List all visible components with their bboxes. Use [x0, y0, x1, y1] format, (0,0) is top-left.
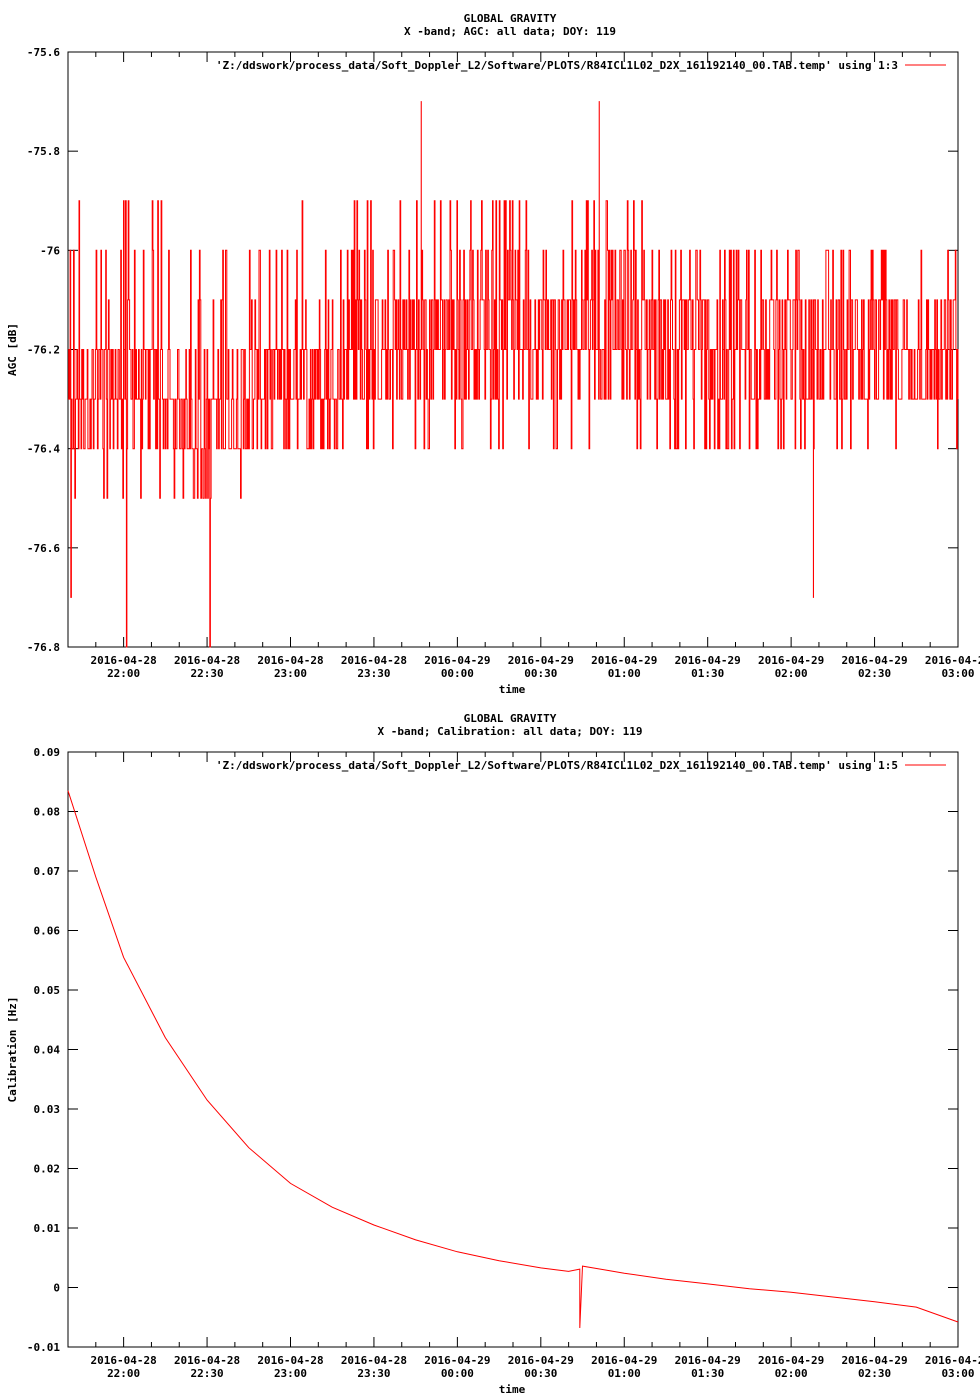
x-tick-time-label: 22:30 [191, 1367, 224, 1380]
y-tick-label: 0 [53, 1282, 60, 1295]
legend-label: 'Z:/ddswork/process_data/Soft_Doppler_L2… [216, 59, 898, 72]
x-tick-date-label: 2016-04-28 [91, 654, 157, 667]
x-tick-time-label: 23:00 [274, 1367, 307, 1380]
y-axis-label: Calibration [Hz] [6, 997, 19, 1103]
data-series [67, 790, 959, 1329]
x-tick-date-label: 2016-04-28 [174, 1354, 240, 1367]
x-tick-date-label: 2016-04-29 [925, 1354, 980, 1367]
x-tick-date-label: 2016-04-29 [508, 1354, 574, 1367]
y-axis-label: AGC [dB] [6, 323, 19, 376]
x-tick-date-label: 2016-04-29 [424, 654, 490, 667]
x-tick-date-label: 2016-04-28 [257, 654, 323, 667]
x-tick-date-label: 2016-04-28 [174, 654, 240, 667]
x-ticks: 2016-04-2822:002016-04-2822:302016-04-28… [67, 752, 980, 1380]
x-tick-time-label: 01:00 [608, 1367, 641, 1380]
x-tick-time-label: 02:30 [858, 1367, 891, 1380]
y-tick-label: 0.01 [34, 1222, 61, 1235]
y-tick-label: -76.6 [27, 542, 60, 555]
y-tick-label: 0.05 [34, 984, 61, 997]
data-series [68, 101, 959, 648]
y-tick-label: -76.4 [27, 443, 60, 456]
y-tick-label: 0.02 [34, 1163, 61, 1176]
legend-label: 'Z:/ddswork/process_data/Soft_Doppler_L2… [216, 759, 898, 772]
x-tick-time-label: 22:00 [107, 1367, 140, 1380]
x-tick-time-label: 00:00 [441, 1367, 474, 1380]
y-tick-label: -75.6 [27, 46, 60, 59]
y-tick-label: -76 [40, 244, 60, 257]
x-tick-date-label: 2016-04-29 [675, 1354, 741, 1367]
y-tick-label: -76.2 [27, 344, 60, 357]
x-axis-label: time [499, 683, 526, 696]
x-tick-date-label: 2016-04-29 [508, 654, 574, 667]
x-tick-date-label: 2016-04-29 [424, 1354, 490, 1367]
plot-area-border [67, 751, 959, 1348]
x-tick-time-label: 23:00 [274, 667, 307, 680]
calibration-series-line [67, 790, 959, 1329]
x-tick-date-label: 2016-04-28 [341, 1354, 407, 1367]
y-tick-label: -76.8 [27, 641, 60, 654]
y-ticks: -75.6 -75.8 -76 -76.2 -76.4 -76.6 -76.8 [27, 46, 958, 654]
y-tick-label: 0.09 [34, 746, 61, 759]
x-tick-time-label: 00:00 [441, 667, 474, 680]
x-tick-time-label: 02:30 [858, 667, 891, 680]
x-tick-time-label: 23:30 [357, 667, 390, 680]
x-tick-time-label: 01:30 [691, 667, 724, 680]
y-tick-label: 0.07 [34, 865, 61, 878]
x-tick-time-label: 01:00 [608, 667, 641, 680]
x-tick-time-label: 03:00 [941, 1367, 974, 1380]
y-tick-label: 0.08 [34, 806, 61, 819]
chart-subtitle: X -band; AGC: all data; DOY: 119 [404, 25, 616, 38]
chart-title: GLOBAL GRAVITY [464, 12, 557, 25]
x-axis-label: time [499, 1383, 526, 1396]
x-tick-date-label: 2016-04-28 [341, 654, 407, 667]
calibration-chart: GLOBAL GRAVITY X -band; Calibration: all… [6, 712, 980, 1396]
agc-chart: GLOBAL GRAVITY X -band; AGC: all data; D… [6, 12, 980, 696]
x-tick-time-label: 00:30 [524, 667, 557, 680]
x-tick-time-label: 02:00 [775, 1367, 808, 1380]
y-ticks: 0.09 0.08 0.07 0.06 0.05 0.04 0.03 0.02 0.01 0 -0.… [27, 746, 958, 1354]
chart-title: GLOBAL GRAVITY [464, 712, 557, 725]
x-tick-date-label: 2016-04-28 [91, 1354, 157, 1367]
y-tick-label: -75.8 [27, 145, 60, 158]
x-tick-date-label: 2016-04-29 [841, 654, 907, 667]
x-tick-date-label: 2016-04-29 [758, 654, 824, 667]
x-tick-time-label: 01:30 [691, 1367, 724, 1380]
x-tick-date-label: 2016-04-29 [841, 1354, 907, 1367]
x-tick-date-label: 2016-04-29 [925, 654, 980, 667]
x-ticks: 2016-04-2822:002016-04-2822:302016-04-28… [67, 52, 980, 680]
x-tick-time-label: 02:00 [775, 667, 808, 680]
x-tick-date-label: 2016-04-29 [591, 654, 657, 667]
x-tick-date-label: 2016-04-29 [758, 1354, 824, 1367]
x-tick-date-label: 2016-04-28 [257, 1354, 323, 1367]
agc-series-line [68, 101, 959, 648]
y-tick-label: -0.01 [27, 1341, 60, 1354]
x-tick-time-label: 22:30 [191, 667, 224, 680]
x-tick-time-label: 22:00 [107, 667, 140, 680]
x-tick-date-label: 2016-04-29 [675, 654, 741, 667]
x-tick-time-label: 00:30 [524, 1367, 557, 1380]
y-tick-label: 0.06 [34, 925, 61, 938]
y-tick-label: 0.04 [34, 1044, 61, 1057]
x-tick-date-label: 2016-04-29 [591, 1354, 657, 1367]
chart-subtitle: X -band; Calibration: all data; DOY: 119 [378, 725, 643, 738]
x-tick-time-label: 03:00 [941, 667, 974, 680]
y-tick-label: 0.03 [34, 1103, 61, 1116]
x-tick-time-label: 23:30 [357, 1367, 390, 1380]
